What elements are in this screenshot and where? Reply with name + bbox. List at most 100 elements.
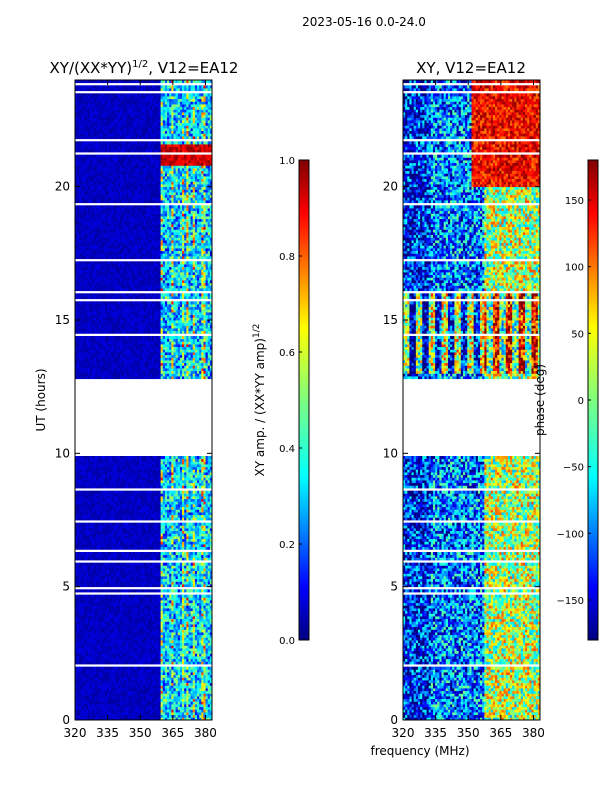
heatmap-cell	[160, 517, 164, 521]
heatmap-cell	[75, 554, 78, 558]
heatmap-cell	[164, 610, 168, 614]
heatmap-cell	[92, 506, 95, 510]
heatmap-cell	[128, 608, 132, 612]
heatmap-cell	[145, 514, 149, 518]
heatmap-cell	[102, 570, 106, 574]
heatmap-cell	[186, 645, 189, 649]
heatmap-cell	[167, 600, 170, 604]
heatmap-cell	[169, 578, 172, 582]
heatmap-cell	[77, 610, 80, 614]
heatmap-cell	[188, 517, 191, 521]
heatmap-cell	[167, 642, 170, 646]
heatmap-cell	[145, 517, 149, 521]
heatmap-cell	[190, 565, 194, 569]
heatmap-cell	[137, 536, 140, 540]
heatmap-cell	[162, 618, 166, 622]
heatmap-cell	[177, 589, 181, 593]
heatmap-cell	[197, 541, 200, 545]
heatmap-cell	[141, 538, 144, 542]
heatmap-cell	[117, 530, 121, 534]
heatmap-cell	[207, 565, 211, 569]
heatmap-cell	[182, 605, 185, 609]
heatmap-cell	[154, 642, 157, 646]
heatmap-cell	[137, 653, 140, 657]
heatmap-cell	[77, 597, 80, 601]
heatmap-cell	[119, 501, 123, 505]
heatmap-cell	[152, 672, 155, 676]
heatmap-cell	[175, 504, 179, 508]
heatmap-cell	[115, 685, 119, 689]
heatmap-cell	[111, 584, 114, 588]
heatmap-cell	[145, 498, 149, 502]
heatmap-cell	[104, 653, 108, 657]
heatmap-cell	[81, 658, 84, 662]
heatmap-cell	[175, 573, 179, 577]
heatmap-cell	[96, 541, 99, 545]
heatmap-cell	[143, 528, 147, 532]
heatmap-cell	[134, 512, 138, 516]
heatmap-cell	[179, 525, 183, 529]
heatmap-cell	[154, 552, 157, 556]
heatmap-cell	[162, 712, 166, 716]
heatmap-cell	[160, 562, 164, 566]
heatmap-cell	[139, 690, 142, 694]
heatmap-cell	[94, 541, 97, 545]
heatmap-cell	[92, 653, 95, 657]
heatmap-cell	[164, 656, 168, 660]
heatmap-cell	[197, 501, 200, 505]
heatmap-cell	[77, 506, 80, 510]
heatmap-cell	[190, 693, 194, 697]
heatmap-cell	[177, 696, 181, 700]
heatmap-cell	[87, 693, 91, 697]
heatmap-cell	[111, 538, 114, 542]
heatmap-cell	[156, 538, 159, 542]
figure-title: 2023-05-16 0.0-24.0	[302, 15, 426, 29]
heatmap-cell	[104, 650, 108, 654]
heatmap-cell	[98, 536, 102, 540]
heatmap-cell	[128, 706, 132, 710]
heatmap-cell	[98, 581, 102, 585]
heatmap-cell	[203, 584, 206, 588]
heatmap-cell	[171, 701, 174, 705]
heatmap-cell	[124, 648, 127, 652]
heatmap-cell	[124, 717, 127, 720]
heatmap-cell	[182, 640, 185, 644]
heatmap-cell	[205, 642, 209, 646]
heatmap-cell	[149, 496, 153, 500]
heatmap-cell	[171, 682, 174, 686]
heatmap-cell	[162, 680, 166, 684]
heatmap-cell	[104, 632, 108, 636]
heatmap-cell	[156, 528, 159, 532]
heatmap-cell	[201, 661, 204, 665]
heatmap-cell	[169, 602, 172, 606]
heatmap-cell	[130, 594, 134, 598]
heatmap-cell	[109, 656, 112, 660]
heatmap-cell	[107, 688, 110, 692]
heatmap-cell	[139, 506, 142, 510]
heatmap-cell	[75, 514, 78, 518]
heatmap-cell	[205, 584, 209, 588]
heatmap-cell	[154, 656, 157, 660]
heatmap-cell	[194, 597, 198, 601]
heatmap-cell	[158, 546, 162, 550]
heatmap-cell	[122, 570, 125, 574]
heatmap-cell	[149, 546, 153, 550]
heatmap-cell	[141, 688, 144, 692]
heatmap-cell	[85, 546, 89, 550]
heatmap-cell	[141, 568, 144, 572]
heatmap-cell	[134, 717, 138, 720]
heatmap-cell	[85, 698, 89, 702]
heatmap-cell	[104, 581, 108, 585]
heatmap-cell	[85, 717, 89, 720]
heatmap-cell	[132, 626, 136, 630]
heatmap-cell	[87, 621, 91, 625]
heatmap-cell	[147, 573, 151, 577]
heatmap-cell	[113, 634, 117, 638]
heatmap-cell	[205, 680, 209, 684]
heatmap-cell	[126, 506, 129, 510]
heatmap-cell	[139, 568, 142, 572]
heatmap-cell	[89, 666, 93, 670]
heatmap-cell	[109, 637, 112, 641]
heatmap-cell	[190, 658, 194, 662]
heatmap-cell	[94, 637, 97, 641]
